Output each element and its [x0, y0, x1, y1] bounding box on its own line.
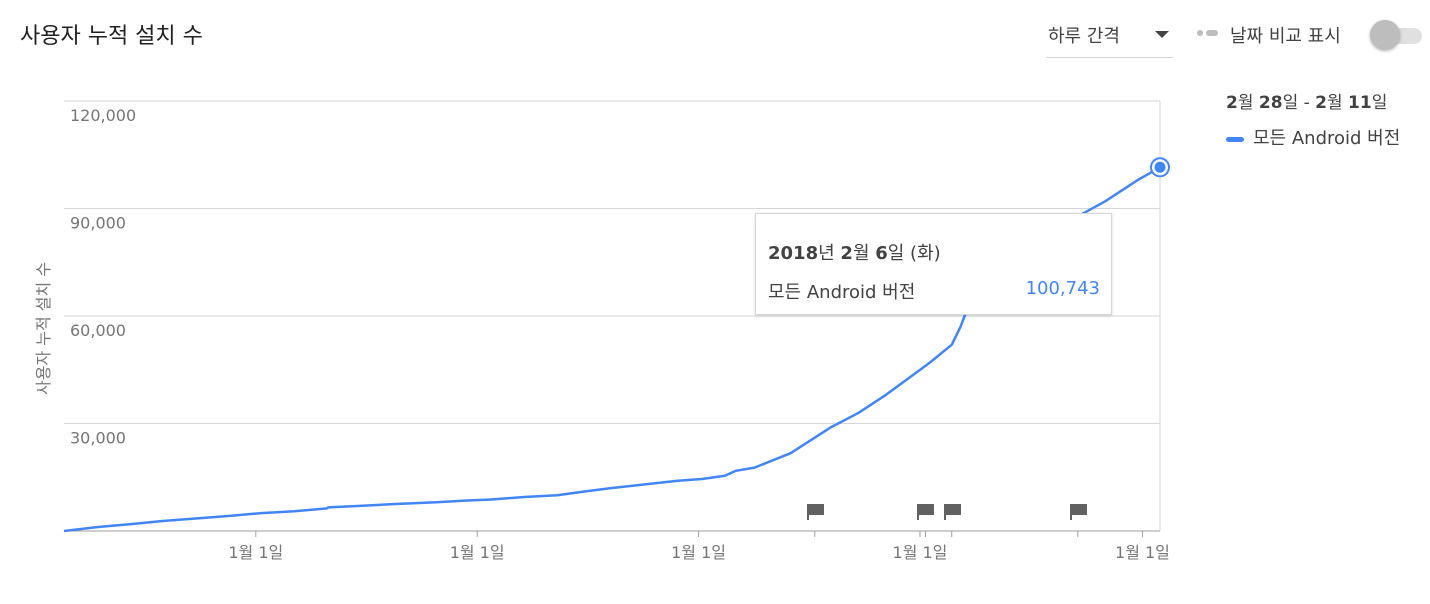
interval-dropdown-label: 하루 간격: [1048, 26, 1120, 47]
legend-swatch: [1226, 136, 1244, 142]
chart-title: 사용자 누적 설치 수: [20, 24, 203, 49]
x-tick-label: 1월 1일: [893, 543, 948, 562]
x-tick-label: 1월 1일: [228, 543, 283, 562]
highlight-point: [1154, 161, 1166, 173]
annotation-flag-icon[interactable]: [943, 504, 961, 520]
annotation-flag-icon[interactable]: [806, 504, 824, 520]
x-tick-label: 1월 1일: [450, 543, 505, 562]
y-tick-label: 90,000: [70, 214, 126, 233]
y-tick-label: 120,000: [70, 106, 136, 125]
annotation-flag-icon[interactable]: [917, 504, 935, 520]
annotation-flag-icon[interactable]: [1069, 504, 1087, 520]
y-tick-label: 60,000: [70, 321, 126, 340]
legend-item-series[interactable]: 모든 Android 버전: [1226, 126, 1406, 152]
date-compare-icon: [1197, 29, 1219, 37]
tooltip-series-label: 모든 Android 버전: [768, 282, 916, 303]
y-tick-label: 30,000: [70, 429, 126, 448]
chart-tooltip: 2018년 2월 6일 (화) 모든 Android 버전 100,743: [755, 213, 1112, 315]
compare-dates-label: 날짜 비교 표시: [1230, 26, 1341, 47]
legend-series-label: 모든 Android 버전: [1253, 128, 1401, 149]
interval-dropdown[interactable]: 하루 간격: [1046, 12, 1173, 58]
x-tick-label: 1월 1일: [671, 543, 726, 562]
tooltip-value: 100,743: [1025, 278, 1100, 299]
tooltip-date: 2018년 2월 6일 (화): [768, 243, 941, 264]
legend-date-range: 2월 28일 - 2월 11일: [1226, 93, 1388, 113]
toggle-thumb: [1370, 20, 1400, 50]
x-tick-label: 1월 1일: [1115, 543, 1170, 562]
caret-down-icon: [1155, 31, 1169, 38]
compare-dates-toggle[interactable]: [1370, 20, 1422, 50]
